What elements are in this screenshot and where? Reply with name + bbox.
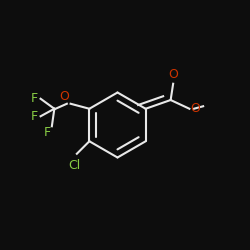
Text: F: F: [44, 126, 51, 139]
Text: F: F: [31, 110, 38, 123]
Text: F: F: [31, 92, 38, 105]
Text: O: O: [168, 68, 178, 81]
Text: Cl: Cl: [68, 159, 80, 172]
Text: O: O: [60, 90, 69, 102]
Text: O: O: [191, 102, 200, 115]
